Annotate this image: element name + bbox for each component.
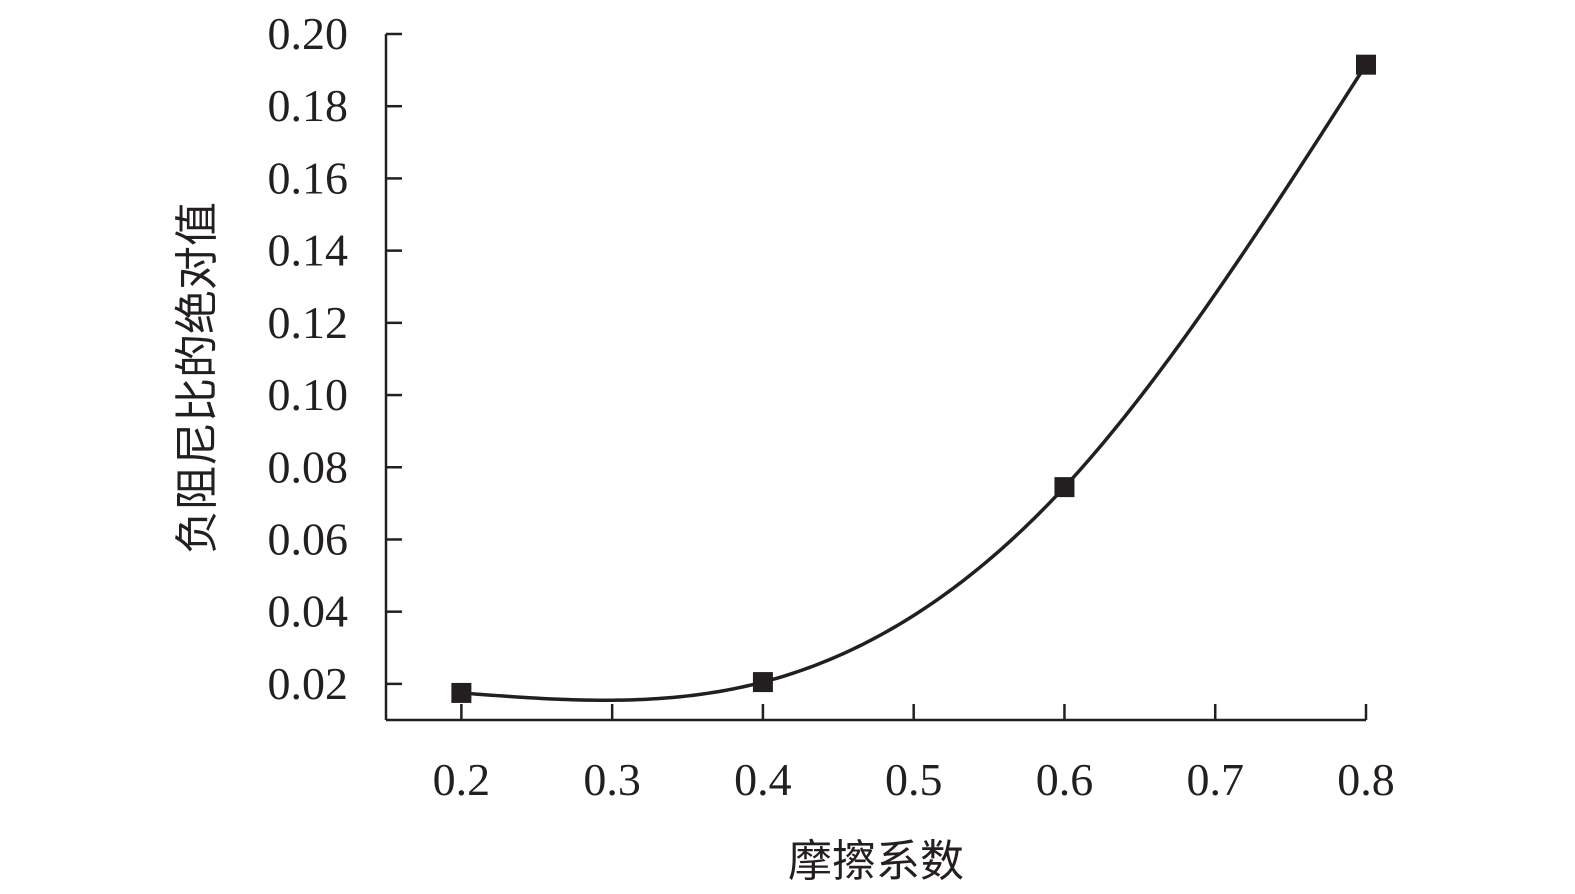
data-point <box>752 672 773 693</box>
y-axis: 0.02 0.04 0.06 0.08 0.10 0.12 0.14 0.16 0.18 0.20 <box>268 8 402 720</box>
x-tick-label: 0.8 <box>1337 754 1395 805</box>
x-tick-label: 0.5 <box>885 754 943 805</box>
data-point <box>1356 54 1376 75</box>
y-tick-label: 0.08 <box>268 441 349 492</box>
x-tick-label: 0.3 <box>583 754 641 805</box>
y-tick-label: 0.20 <box>268 8 349 59</box>
data-point <box>1054 477 1075 498</box>
series-layer <box>451 54 1376 703</box>
x-tick-label: 0.6 <box>1036 754 1094 805</box>
x-axis: 0.2 0.3 0.4 0.5 0.6 0.7 0.8 <box>386 704 1395 805</box>
y-tick-label: 0.04 <box>268 586 349 637</box>
y-axis-title: 负阻尼比的绝对值 <box>172 202 223 554</box>
x-tick-label: 0.7 <box>1186 754 1244 805</box>
x-tick-label: 0.2 <box>433 754 491 805</box>
y-tick-label: 0.02 <box>268 658 349 709</box>
x-axis-title: 摩擦系数 <box>788 836 964 887</box>
x-tick-label: 0.4 <box>734 754 792 805</box>
y-tick-label: 0.18 <box>268 80 349 131</box>
y-tick-label: 0.16 <box>268 152 349 203</box>
series-line <box>461 63 1368 703</box>
y-tick-label: 0.14 <box>268 225 349 276</box>
y-tick-label: 0.06 <box>268 513 349 564</box>
y-tick-label: 0.12 <box>268 297 349 348</box>
y-tick-label: 0.10 <box>268 369 349 420</box>
data-point <box>451 682 472 703</box>
